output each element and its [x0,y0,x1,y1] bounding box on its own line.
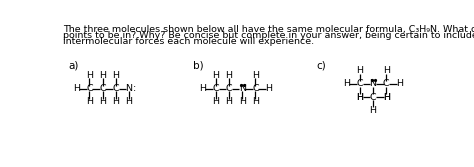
Text: b): b) [192,60,203,70]
Text: H: H [356,93,364,102]
Text: H: H [356,66,364,75]
Text: H: H [126,97,133,106]
Text: H: H [252,71,259,80]
Text: H: H [252,97,259,106]
Text: C: C [226,84,232,93]
Text: H: H [238,97,246,106]
Text: C: C [212,84,219,93]
Text: c): c) [317,60,326,70]
Text: C: C [252,84,259,93]
Text: H: H [99,97,106,106]
Text: C: C [100,84,106,93]
Text: H: H [199,84,206,93]
Text: C: C [86,84,93,93]
Text: C: C [356,79,363,89]
Text: H: H [370,106,377,115]
Text: C: C [370,93,376,102]
Text: H: H [396,79,403,89]
Text: points to be in? Why? Be concise but complete in your answer, being certain to i: points to be in? Why? Be concise but com… [63,31,474,40]
Text: :: : [133,83,136,93]
Text: The three molecules shown below all have the same molecular formula, C₃H₉N. What: The three molecules shown below all have… [63,25,474,34]
Text: H: H [383,66,390,75]
Text: C: C [112,84,119,93]
Text: H: H [112,71,119,80]
Text: H: H [212,71,219,80]
Text: intermolecular forces each molecule will experience.: intermolecular forces each molecule will… [63,37,314,46]
Text: H: H [226,97,232,106]
Text: N: N [238,84,246,93]
Text: a): a) [69,60,79,70]
Text: H: H [265,84,272,93]
Text: H: H [212,97,219,106]
Text: H: H [343,79,350,89]
Text: H: H [226,71,232,80]
Text: H: H [73,84,80,93]
Text: H: H [356,93,364,102]
Text: H: H [86,71,93,80]
Text: C: C [383,79,390,89]
Text: N: N [370,79,377,89]
Text: H: H [383,93,390,102]
Text: H: H [86,97,93,106]
Text: H: H [383,93,390,102]
Text: H: H [99,71,106,80]
Text: N: N [126,84,133,93]
Text: H: H [112,97,119,106]
